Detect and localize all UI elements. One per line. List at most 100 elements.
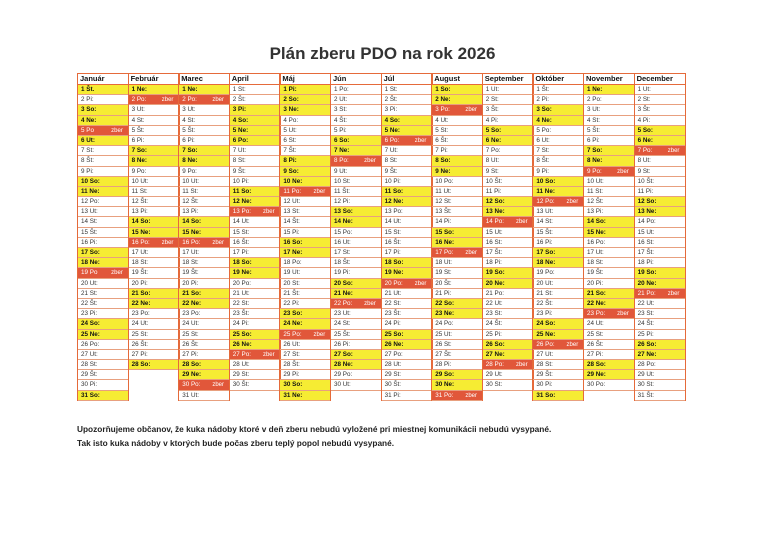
- day-cell: 28 So:: [128, 360, 179, 371]
- day-label: 18 Pi:: [637, 259, 654, 267]
- collection-day: 11 Po: zber: [280, 186, 331, 198]
- day-cell: 31 Ut:: [179, 391, 230, 401]
- day-label: 14 Ut:: [384, 218, 402, 226]
- day-label: 10 Ut:: [131, 177, 149, 185]
- day-cell: 29 Pi:: [280, 370, 331, 381]
- month-header: Júl: [381, 73, 432, 85]
- day-label: 27 Ne:: [485, 350, 505, 358]
- day-cell: 5 So:: [482, 125, 533, 136]
- day-cell: 24 Ut:: [584, 319, 634, 330]
- day-cell: 10 Ne:: [280, 176, 331, 187]
- zber-label: zber: [460, 248, 483, 258]
- zber-label: zber: [106, 125, 128, 135]
- day-label: 2 So:: [283, 96, 299, 104]
- day-cell: 26 Pi:: [331, 340, 381, 350]
- day-cell: 15 So:: [432, 227, 483, 238]
- day-label: 8 St:: [232, 157, 246, 165]
- day-label: 28 St:: [536, 361, 553, 369]
- day-label: 20 Ne:: [485, 279, 505, 287]
- day-label: 5 So:: [637, 126, 653, 134]
- month-header: November: [584, 73, 634, 85]
- zber-label: zber: [409, 278, 432, 288]
- day-cell: 4 St:: [128, 116, 179, 126]
- day-label: 25 So:: [232, 330, 252, 338]
- day-label: 5 Št:: [587, 126, 600, 134]
- day-cell: 25 So:: [381, 329, 432, 340]
- day-cell: 22 St:: [229, 299, 280, 310]
- day-label: 12 So:: [637, 198, 657, 206]
- day-label: 27 Ut:: [536, 350, 554, 358]
- day-cell: 6 Št:: [432, 136, 483, 147]
- day-label: 9 Ne:: [435, 167, 451, 175]
- day-cell: 21 So:: [584, 288, 634, 299]
- day-label: 24 Ut:: [182, 320, 199, 328]
- day-label: 13 Po:: [384, 208, 403, 216]
- day-label: 22 Po:: [334, 299, 353, 307]
- zber-label: zber: [460, 390, 483, 400]
- day-cell: 3 So:: [78, 105, 128, 116]
- day-label: 14 So:: [182, 218, 202, 226]
- day-label: 7 Št:: [283, 147, 297, 155]
- day-cell: 2 Po:: [584, 95, 634, 106]
- day-label: 20 Ne:: [637, 279, 657, 287]
- day-label: 17 So:: [81, 249, 100, 256]
- day-cell: 9 Ne:: [432, 166, 483, 177]
- day-label: 13 Po:: [232, 208, 252, 216]
- day-label: 12 Po:: [536, 198, 555, 206]
- day-cell: 25 St:: [128, 330, 179, 340]
- day-label: 19 Št:: [131, 269, 149, 277]
- month-header: September: [482, 73, 533, 85]
- day-cell: 21 Po:: [482, 289, 533, 299]
- day-label: 30 Št:: [232, 381, 250, 389]
- day-label: 22 Ne:: [182, 299, 202, 307]
- day-cell: 10 Po:: [432, 177, 483, 187]
- day-cell: 5 Po:: [533, 126, 584, 136]
- day-cell: 10 So:: [78, 176, 128, 187]
- day-label: 2 Po:: [587, 96, 602, 104]
- day-label: 14 So:: [131, 218, 151, 226]
- day-cell: 3 Ut:: [584, 105, 634, 116]
- day-cell: 27 Št:: [432, 350, 483, 361]
- day-label: 15 St:: [232, 228, 250, 236]
- day-cell: 18 Ne:: [78, 258, 128, 269]
- month-column-8: September 1 Ut: 2 St: 3 Št: 4 Pi: 5 So: 6 Ne: 7…: [481, 73, 534, 391]
- day-cell: 7 Št:: [280, 146, 331, 157]
- day-label: 20 Ut:: [536, 279, 554, 287]
- day-label: 30 Po:: [587, 381, 606, 389]
- day-label: 19 Ne:: [384, 269, 404, 277]
- day-label: 5 Ne:: [384, 126, 400, 134]
- day-cell: 13 Ut:: [78, 207, 128, 218]
- day-cell: 19 Št:: [584, 268, 634, 279]
- day-label: 28 So:: [587, 361, 606, 369]
- collection-day: 5 Po zber: [78, 125, 128, 136]
- day-label: 8 Ut:: [637, 157, 651, 165]
- day-label: 5 Pi:: [334, 126, 347, 134]
- day-cell: 1 Pi:: [280, 85, 331, 96]
- day-label: 8 Ne:: [182, 157, 198, 165]
- day-label: 17 Po:: [435, 249, 454, 256]
- day-cell: 18 Pi:: [482, 258, 533, 269]
- day-cell: 3 Št:: [482, 105, 533, 116]
- day-label: 6 Ut:: [81, 136, 95, 144]
- day-label: 16 Ut:: [334, 238, 351, 246]
- day-cell: 11 So:: [229, 186, 280, 198]
- day-cell: 20 Pi:: [179, 279, 230, 289]
- day-label: 4 Pi:: [485, 116, 499, 124]
- day-label: 14 Št:: [283, 218, 300, 226]
- day-label: 23 St:: [485, 310, 503, 318]
- day-cell: 13 Št:: [432, 207, 483, 218]
- day-cell: 23 Pi:: [533, 309, 584, 320]
- day-cell: 8 Št:: [78, 156, 128, 167]
- day-label: 7 Po:: [485, 147, 501, 155]
- day-cell: 10 St:: [331, 177, 381, 187]
- day-label: 28 So:: [131, 361, 151, 369]
- day-cell: 20 Št:: [432, 279, 483, 289]
- day-cell: 18 So:: [381, 258, 432, 269]
- day-label: 22 Ut:: [485, 299, 503, 307]
- day-cell: 12 Ne:: [229, 197, 280, 208]
- day-label: 24 So:: [81, 320, 100, 328]
- day-label: 15 Št:: [536, 228, 553, 236]
- day-cell: 14 Ut:: [229, 217, 280, 228]
- day-cell: 18 So:: [229, 258, 280, 269]
- day-cell: 25 Pi:: [482, 330, 533, 340]
